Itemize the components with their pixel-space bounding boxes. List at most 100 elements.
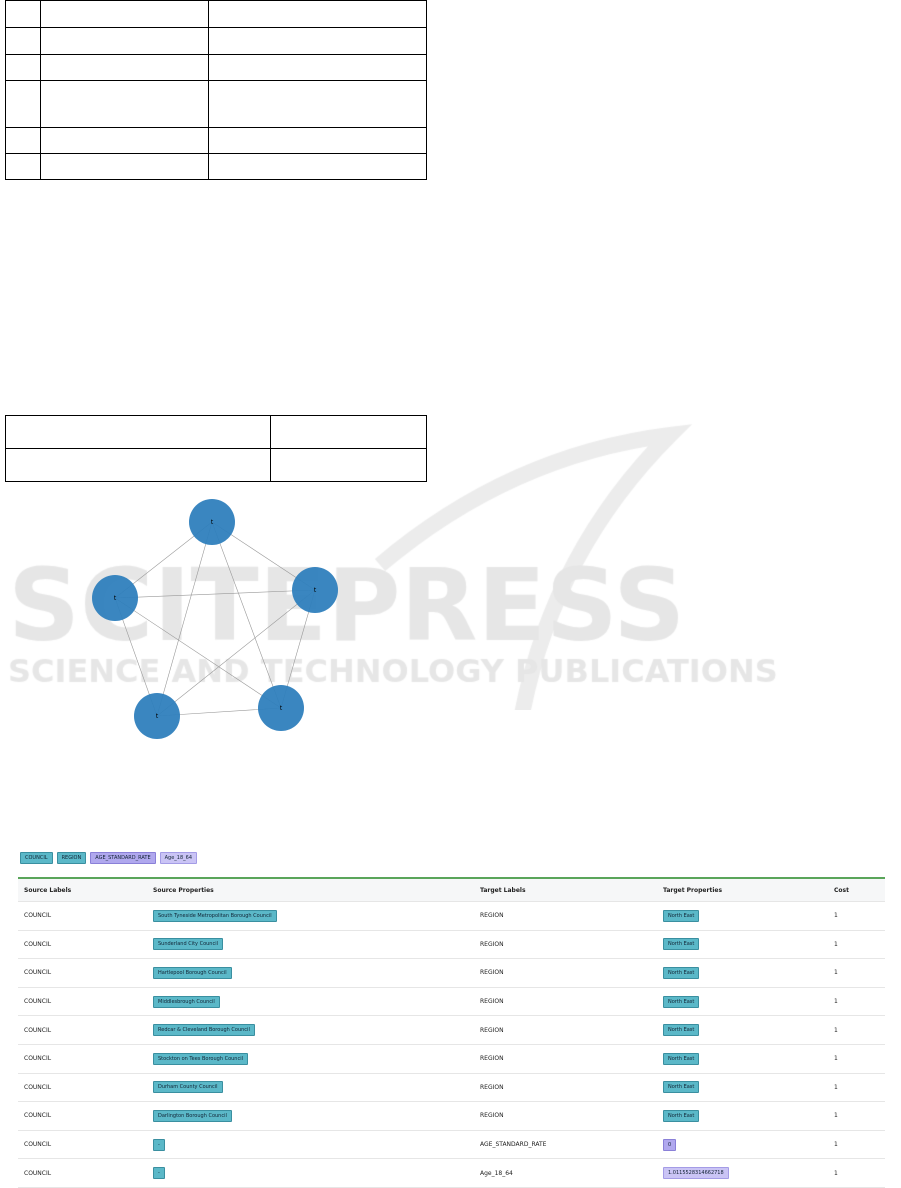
property-badge: North East	[663, 1024, 700, 1037]
table-2	[5, 415, 427, 482]
table-cell: North East	[663, 1081, 834, 1094]
property-badge: North East	[663, 995, 700, 1008]
table-row: COUNCIL - Age_18_64 1.0115528314662718 1	[18, 1159, 885, 1188]
table-cell: Durham County Council	[153, 1081, 480, 1094]
table-cell: North East	[663, 995, 834, 1008]
table-cell: COUNCIL	[24, 940, 52, 948]
graph-edge	[156, 521, 213, 717]
graph-node	[292, 567, 338, 613]
table-cell: REGION	[480, 998, 504, 1006]
table-header: Source Labels Source Properties Target Lab…	[18, 879, 885, 902]
property-badge: Sunderland City Council	[153, 938, 224, 951]
table-row: COUNCIL South Tyneside Metropolitan Borou…	[18, 902, 885, 931]
table-row: COUNCIL Sunderland City Council REGION Nort…	[18, 931, 885, 960]
table-cell: REGION	[480, 969, 504, 977]
table-cell: REGION	[480, 1026, 504, 1034]
table-cell: 1	[834, 998, 838, 1006]
graph-edge	[156, 589, 316, 717]
property-badge: -	[153, 1167, 165, 1180]
table-cell: Age_18_64	[480, 1169, 513, 1177]
table-cell: REGION	[480, 1112, 504, 1120]
table-cell: North East	[663, 1024, 834, 1037]
table-cell: -	[153, 1167, 480, 1180]
graph-node	[258, 685, 304, 731]
table-cell: 1	[834, 1055, 838, 1063]
graph-node-label: t	[211, 519, 214, 526]
table-cell: 1	[834, 912, 838, 920]
graph-node-label: t	[156, 713, 159, 720]
table-cell: COUNCIL	[24, 1169, 52, 1177]
table-row: COUNCIL Hartlepool Borough Council REGION N…	[18, 959, 885, 988]
label-badge[interactable]: REGION	[56, 852, 87, 864]
label-badge[interactable]: Age_18_64	[159, 852, 198, 864]
table-cell: COUNCIL	[24, 912, 52, 920]
graph-node-label: t	[280, 705, 283, 712]
table-cell: COUNCIL	[24, 969, 52, 977]
graph-node	[189, 499, 235, 545]
table-cell: 1	[834, 1112, 838, 1120]
table-cell: Middlesbrough Council	[153, 995, 480, 1008]
graph-diagram: t t t t t	[92, 499, 338, 739]
table-row: COUNCIL Middlesbrough Council REGION North …	[18, 988, 885, 1017]
column-header: Target Labels	[480, 886, 526, 894]
column-header: Target Properties	[663, 886, 723, 894]
label-badge[interactable]: AGE_STANDARD_RATE	[90, 852, 156, 864]
property-badge: North East	[663, 938, 700, 951]
property-badge: North East	[663, 1081, 700, 1094]
property-badge: -	[153, 1138, 165, 1151]
graph-node-label: t	[114, 595, 117, 602]
property-badge: 0	[663, 1138, 677, 1151]
table-cell: 1	[834, 969, 838, 977]
table-cell: REGION	[480, 912, 504, 920]
label-badges: COUNCIL REGION AGE_STANDARD_RATE Age_18_64	[20, 852, 885, 864]
graph-node	[134, 693, 180, 739]
table-cell: North East	[663, 938, 834, 951]
table-cell: Redcar & Cleveland Borough Council	[153, 1024, 480, 1037]
property-badge: Middlesbrough Council	[153, 995, 220, 1008]
table-cell: -	[153, 1138, 480, 1151]
table-cell: North East	[663, 1109, 834, 1122]
table-cell: 1	[834, 1083, 838, 1091]
graph-node-label: t	[314, 587, 317, 594]
table-row: COUNCIL Darlington Borough Council REGION N…	[18, 1102, 885, 1131]
table-cell: North East	[663, 909, 834, 922]
table-cell: 1.0115528314662718	[663, 1167, 834, 1180]
property-badge: Hartlepool Borough Council	[153, 966, 232, 979]
column-header: Source Properties	[153, 886, 214, 894]
table-row: COUNCIL Stockton on Tees Borough Council R…	[18, 1045, 885, 1074]
table-cell: 0	[663, 1138, 834, 1151]
column-header: Source Labels	[24, 886, 72, 894]
table-cell: Sunderland City Council	[153, 938, 480, 951]
mapping-table: Source Labels Source Properties Target Lab…	[18, 877, 885, 1188]
property-badge: 1.0115528314662718	[663, 1167, 729, 1180]
table-cell: COUNCIL	[24, 1083, 52, 1091]
table-cell: 1	[834, 1141, 838, 1149]
graph-node	[92, 575, 138, 621]
graph-edge	[211, 521, 282, 709]
property-badge: Redcar & Cleveland Borough Council	[153, 1024, 255, 1037]
label-badge[interactable]: COUNCIL	[20, 852, 53, 864]
table-cell: Darlington Borough Council	[153, 1109, 480, 1122]
table-cell: COUNCIL	[24, 1112, 52, 1120]
table-cell: 1	[834, 1026, 838, 1034]
table-1	[5, 0, 427, 180]
table-cell: North East	[663, 1052, 834, 1065]
table-cell: 1	[834, 1169, 838, 1177]
table-row: COUNCIL Redcar & Cleveland Borough Counci…	[18, 1016, 885, 1045]
table-cell: North East	[663, 966, 834, 979]
mapping-panel: COUNCIL REGION AGE_STANDARD_RATE Age_18_64 …	[18, 852, 885, 1188]
table-cell: REGION	[480, 940, 504, 948]
table-cell: COUNCIL	[24, 1055, 52, 1063]
table-cell: Stockton on Tees Borough Council	[153, 1052, 480, 1065]
table-row: COUNCIL - AGE_STANDARD_RATE 0 1	[18, 1131, 885, 1160]
table-cell: COUNCIL	[24, 1141, 52, 1149]
property-badge: North East	[663, 909, 700, 922]
column-header: Cost	[834, 886, 849, 894]
property-badge: South Tyneside Metropolitan Borough Coun…	[153, 909, 277, 922]
table-cell: 1	[834, 940, 838, 948]
table-cell: Hartlepool Borough Council	[153, 966, 480, 979]
table-cell: COUNCIL	[24, 1026, 52, 1034]
table-cell: South Tyneside Metropolitan Borough Coun…	[153, 909, 480, 922]
property-badge: North East	[663, 1052, 700, 1065]
property-badge: Durham County Council	[153, 1081, 223, 1094]
